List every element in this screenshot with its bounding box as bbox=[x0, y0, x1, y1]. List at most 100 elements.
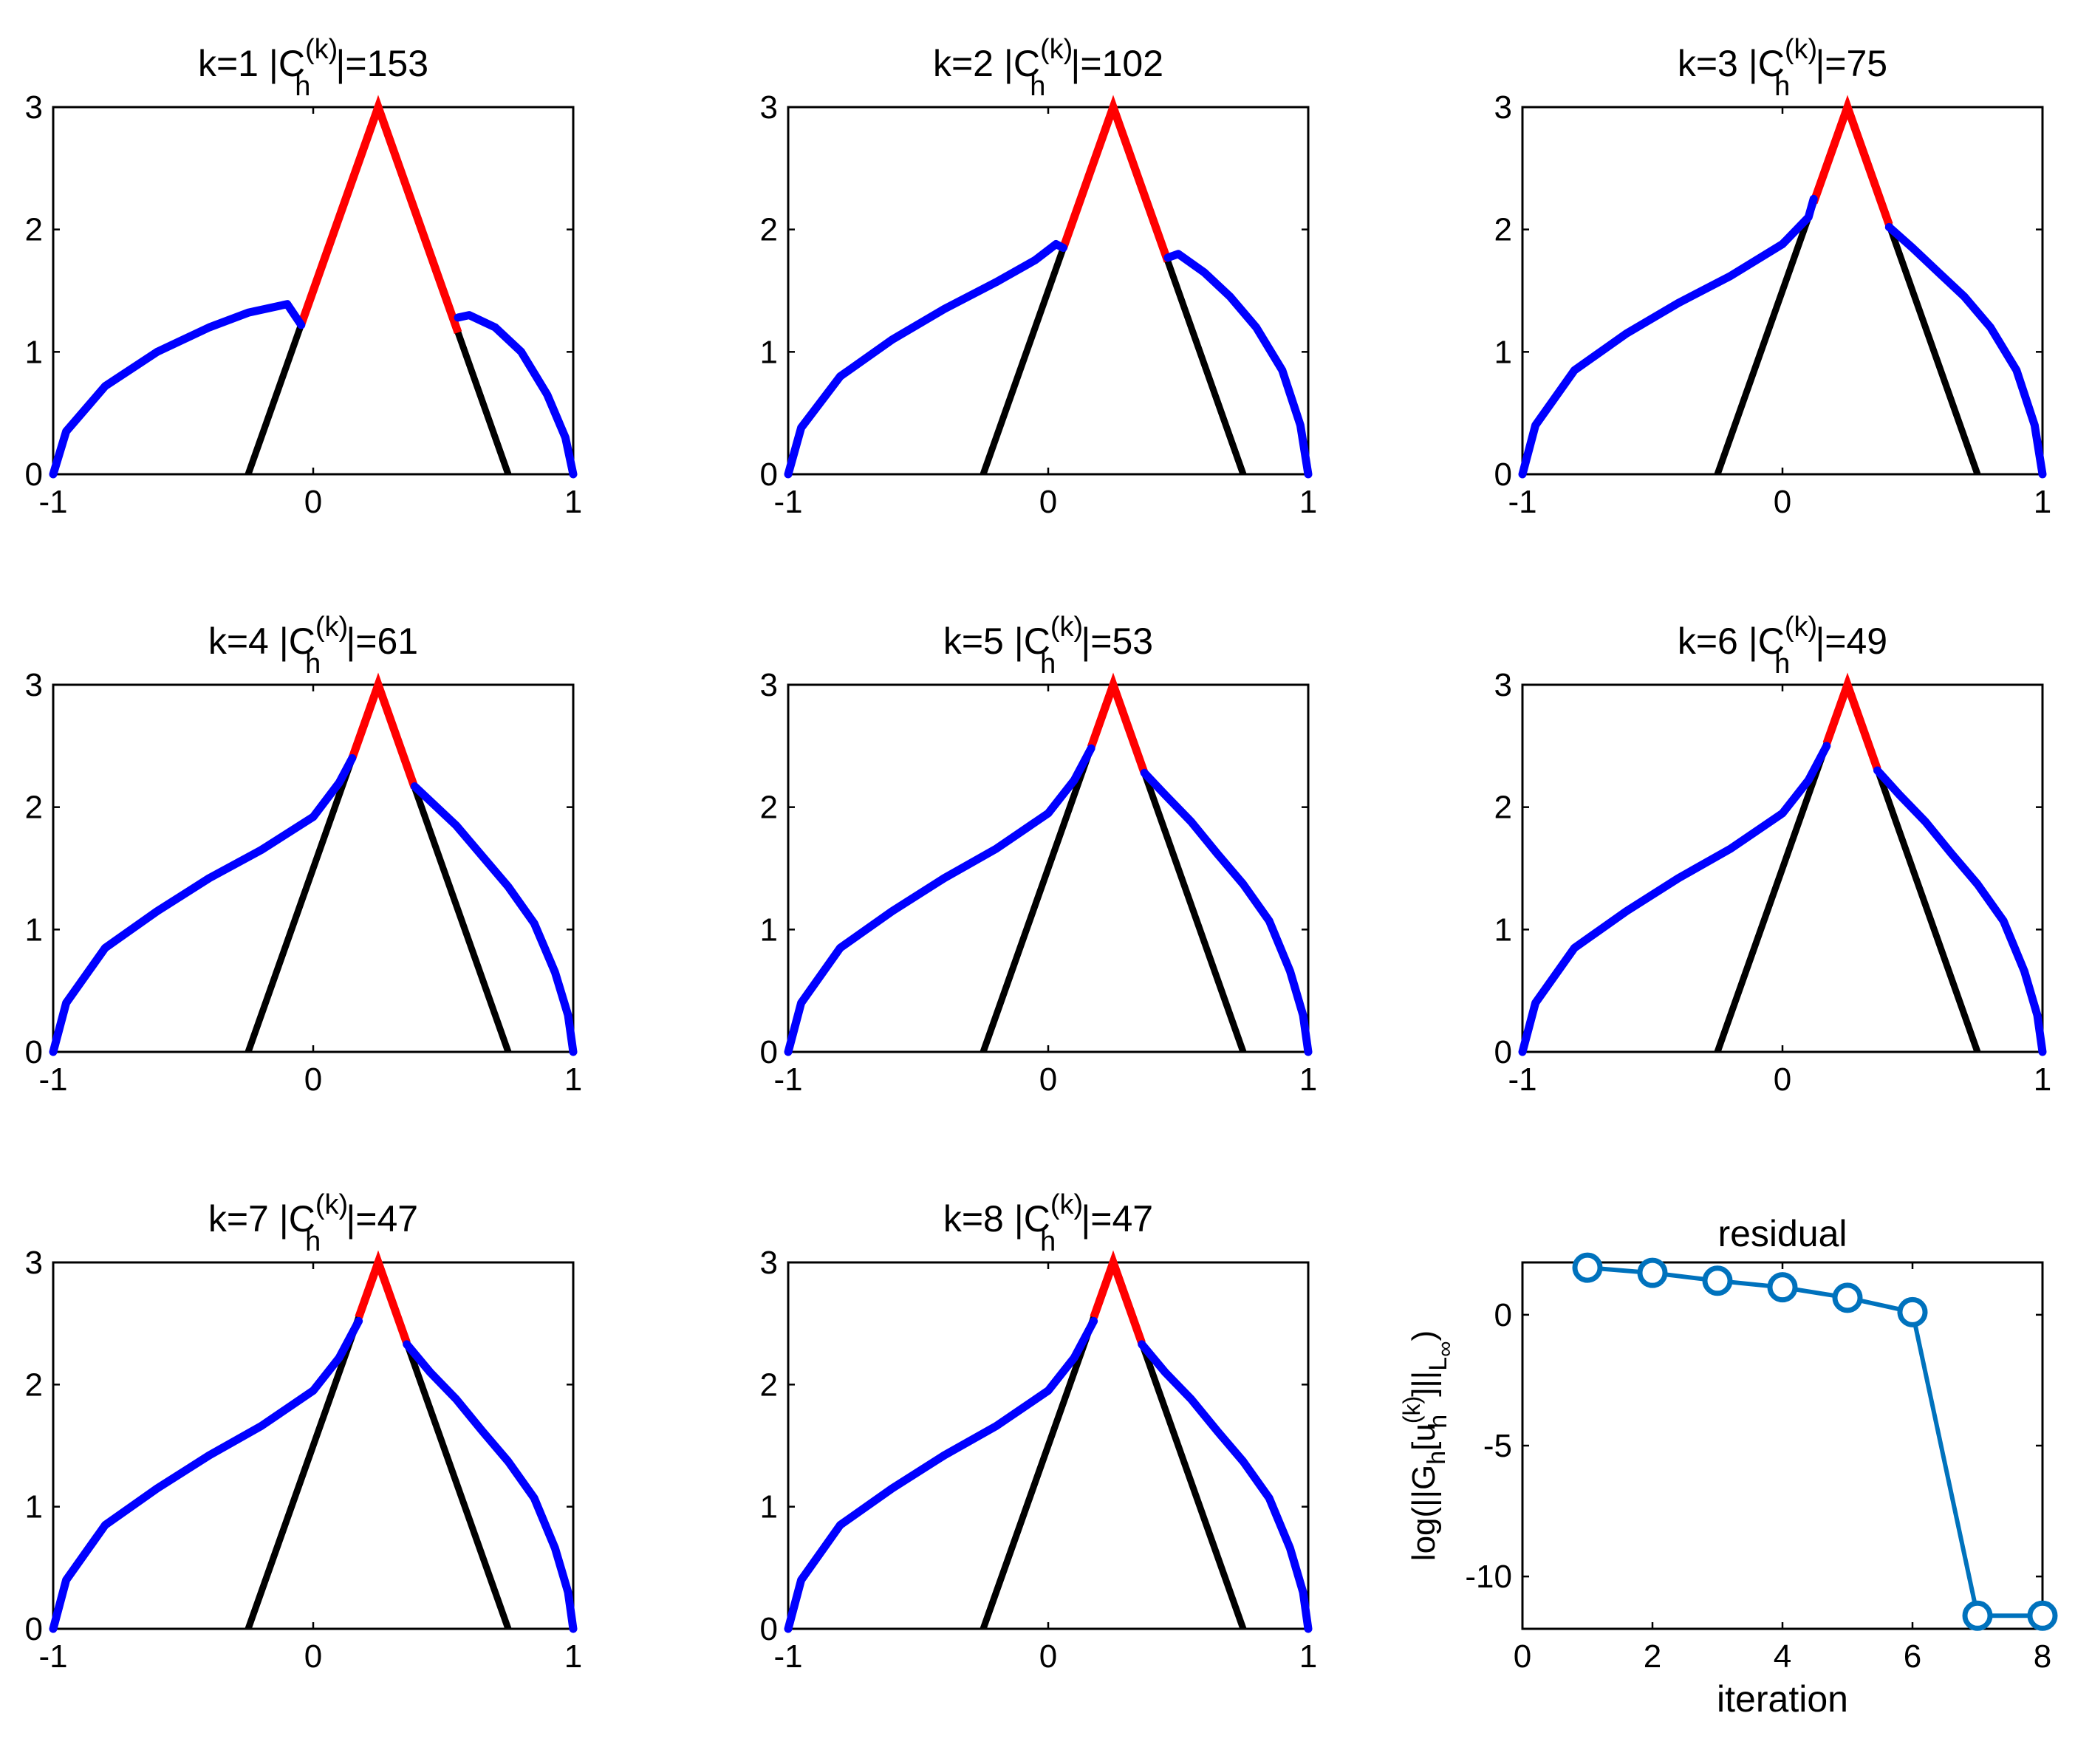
y-tick-label: 2 bbox=[760, 1367, 778, 1403]
y-tick-label: 3 bbox=[1494, 89, 1512, 126]
title-suffix: |=153 bbox=[335, 43, 428, 84]
x-tick-label: 1 bbox=[1299, 1062, 1317, 1098]
x-tick-label: 0 bbox=[304, 1638, 322, 1675]
title-subscript: h bbox=[1774, 649, 1790, 680]
title-suffix: |=61 bbox=[346, 621, 418, 662]
x-tick-label: 1 bbox=[564, 1062, 582, 1098]
title-suffix: |=47 bbox=[346, 1198, 418, 1240]
title-suffix: |=75 bbox=[1815, 43, 1887, 84]
title-prefix: k=3 |C bbox=[1678, 43, 1785, 84]
title-suffix: |=53 bbox=[1081, 621, 1153, 662]
y-tick-label: 2 bbox=[760, 790, 778, 826]
contact-set-line bbox=[297, 95, 462, 335]
y-tick-label: 3 bbox=[760, 667, 778, 703]
title-superscript: (k) bbox=[1040, 34, 1073, 65]
ylabel-subscript: h bbox=[1423, 1451, 1451, 1465]
y-tick-label: 2 bbox=[25, 212, 43, 248]
title-subscript: h bbox=[305, 649, 321, 680]
subplot-title: k=7 |C(k) h |=47 bbox=[208, 1189, 418, 1257]
subplot-title: k=3 |C(k) h |=75 bbox=[1678, 34, 1887, 102]
y-tick-label: 1 bbox=[25, 334, 43, 370]
x-tick-label: 0 bbox=[304, 1062, 322, 1098]
title-prefix: k=2 |C bbox=[933, 43, 1040, 84]
solution-left-line bbox=[784, 744, 1095, 1056]
x-tick-label: 0 bbox=[1039, 1638, 1057, 1675]
solution-right-line bbox=[1138, 1340, 1313, 1633]
y-tick-label: 1 bbox=[1494, 334, 1512, 370]
title-prefix: k=8 |C bbox=[943, 1198, 1050, 1240]
title-superscript: (k) bbox=[1050, 612, 1083, 643]
y-tick-label: 3 bbox=[760, 89, 778, 126]
y-tick-label: 0 bbox=[25, 1034, 43, 1070]
x-tick-label: 1 bbox=[1299, 1638, 1317, 1675]
y-tick-label: 0 bbox=[1494, 1297, 1512, 1333]
x-tick-label: 0 bbox=[1039, 1062, 1057, 1098]
ylabel-part: ]|| bbox=[1406, 1371, 1442, 1397]
x-tick-label: 1 bbox=[564, 484, 582, 520]
solution-left-line bbox=[49, 300, 306, 479]
y-tick-label: 0 bbox=[760, 1611, 778, 1647]
y-tick-label: 0 bbox=[1494, 1034, 1512, 1070]
title-superscript: (k) bbox=[305, 34, 338, 65]
y-tick-label: -10 bbox=[1465, 1559, 1512, 1595]
solution-right-line bbox=[403, 1340, 578, 1633]
subplot-title: k=6 |C(k) h |=49 bbox=[1678, 612, 1887, 680]
title-subscript: h bbox=[1030, 71, 1045, 102]
residual-marker bbox=[1702, 1265, 1733, 1296]
title-prefix: k=1 |C bbox=[198, 43, 305, 84]
residual-marker bbox=[1767, 1272, 1798, 1303]
residual-marker bbox=[1832, 1282, 1863, 1313]
y-tick-label: 3 bbox=[1494, 667, 1512, 703]
contact-set-line bbox=[1810, 95, 1893, 226]
y-tick-label: 1 bbox=[25, 912, 43, 948]
x-tick-label: -1 bbox=[1508, 1062, 1536, 1098]
solution-left-line bbox=[784, 1316, 1098, 1633]
solution-left-line bbox=[1518, 742, 1831, 1056]
contact-set-line bbox=[1822, 672, 1881, 771]
residual-title: residual bbox=[1717, 1213, 1847, 1254]
subplot-title: k=5 |C(k) h |=53 bbox=[943, 612, 1153, 680]
solution-right-line bbox=[1163, 250, 1313, 479]
title-prefix: k=7 |C bbox=[208, 1198, 315, 1240]
subplot-title: k=8 |C(k) h |=47 bbox=[943, 1189, 1153, 1257]
y-tick-label: -5 bbox=[1483, 1428, 1512, 1464]
title-prefix: k=5 |C bbox=[943, 621, 1050, 662]
y-tick-label: 1 bbox=[760, 1489, 778, 1525]
x-tick-label: -1 bbox=[38, 1062, 67, 1098]
x-tick-label: -1 bbox=[38, 484, 67, 520]
title-prefix: k=4 |C bbox=[208, 621, 315, 662]
y-tick-label: 3 bbox=[760, 1245, 778, 1281]
subplot-title: k=4 |C(k) h |=61 bbox=[208, 612, 418, 680]
title-superscript: (k) bbox=[315, 612, 348, 643]
y-tick-label: 1 bbox=[25, 1489, 43, 1525]
y-tick-label: 3 bbox=[25, 89, 43, 126]
residual-marker bbox=[1962, 1600, 1993, 1631]
x-tick-label: -1 bbox=[1508, 484, 1536, 520]
x-tick-label: 0 bbox=[1774, 1062, 1791, 1098]
y-tick-label: 2 bbox=[25, 790, 43, 826]
contact-set-line bbox=[355, 1250, 411, 1344]
subplot-residual: 0 2 4 6 8-10-50residualiterationlog(||Gh[u(k… bbox=[1398, 1213, 2058, 1720]
title-superscript: (k) bbox=[1785, 612, 1817, 643]
x-tick-label: 1 bbox=[2034, 484, 2051, 520]
ylabel-superscript: (k) bbox=[1398, 1396, 1425, 1423]
solution-right-line bbox=[410, 782, 578, 1056]
title-subscript: h bbox=[295, 71, 310, 102]
title-subscript: h bbox=[305, 1226, 321, 1257]
residual-marker bbox=[2027, 1600, 2058, 1631]
x-tick-label: 0 bbox=[1514, 1638, 1531, 1675]
x-tick-label: -1 bbox=[773, 1062, 802, 1098]
solution-left-line bbox=[49, 1316, 363, 1633]
x-axis-label: iteration bbox=[1717, 1678, 1848, 1720]
ylabel-subscript: L bbox=[1424, 1357, 1452, 1371]
x-tick-label: -1 bbox=[773, 1638, 802, 1675]
